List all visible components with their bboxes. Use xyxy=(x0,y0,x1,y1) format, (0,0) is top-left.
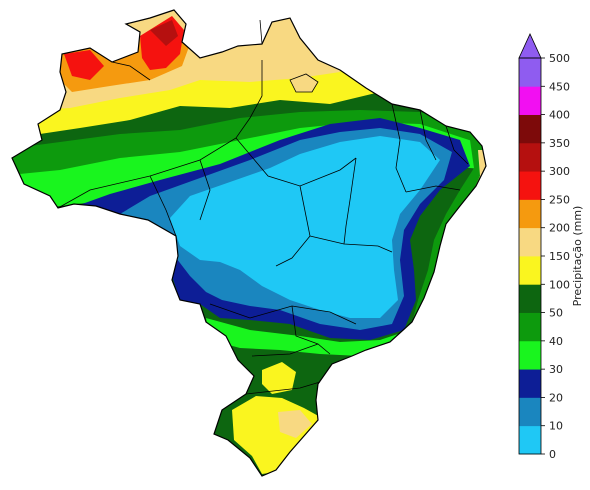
colorbar-bin xyxy=(519,58,541,87)
precipitation-field xyxy=(12,10,486,476)
marajo-island xyxy=(289,73,319,93)
colorbar-tick-label: 10 xyxy=(549,420,563,433)
colorbar-ticks: 0 10 20 30 40 50 100 150 200 250 300 350 400 450 500 xyxy=(541,52,570,461)
colorbar-tick-label: 150 xyxy=(549,250,570,263)
colorbar-extend-arrow xyxy=(518,33,542,59)
colorbar-tick-label: 200 xyxy=(549,222,570,235)
colorbar-bins xyxy=(519,58,541,455)
colorbar-tick-label: 450 xyxy=(549,80,570,93)
colorbar-tick-label: 50 xyxy=(549,307,563,320)
colorbar-bin xyxy=(519,171,541,200)
colorbar-tick-label: 30 xyxy=(549,363,563,376)
colorbar-bin xyxy=(519,199,541,229)
colorbar-bin xyxy=(519,340,541,370)
field-south-yellow-north xyxy=(262,362,296,394)
colorbar-tick-label: 300 xyxy=(549,165,570,178)
colorbar-label: Precipitação (mm) xyxy=(571,206,584,307)
field-0-10 xyxy=(170,136,440,318)
colorbar-bin xyxy=(519,142,541,172)
colorbar-tick-label: 500 xyxy=(549,52,570,65)
colorbar-tick-label: 40 xyxy=(549,335,563,348)
colorbar-tick-label: 350 xyxy=(549,137,570,150)
colorbar-bin xyxy=(519,312,541,342)
colorbar-tick-label: 0 xyxy=(549,448,556,461)
state-borders xyxy=(57,19,469,395)
colorbar-bin xyxy=(519,256,541,285)
colorbar-bin xyxy=(519,369,541,398)
field-300-350 xyxy=(150,20,178,46)
colorbar-tick-label: 250 xyxy=(549,193,570,206)
colorbar: 0 10 20 30 40 50 100 150 200 250 300 350 400 450 500 P… xyxy=(518,33,584,461)
field-250-300-west xyxy=(64,50,104,80)
colorbar-bin xyxy=(519,397,541,427)
colorbar-bin xyxy=(519,227,541,257)
colorbar-tick-label: 400 xyxy=(549,109,570,122)
colorbar-tick-label: 20 xyxy=(549,391,563,404)
colorbar-tick-label: 100 xyxy=(549,278,570,291)
precipitation-map xyxy=(11,9,487,477)
field-south-light-green xyxy=(206,318,410,356)
colorbar-bin xyxy=(519,114,541,144)
colorbar-bin xyxy=(519,284,541,313)
field-south-orange xyxy=(278,410,312,438)
colorbar-bin xyxy=(519,86,541,115)
colorbar-bin xyxy=(519,425,541,455)
